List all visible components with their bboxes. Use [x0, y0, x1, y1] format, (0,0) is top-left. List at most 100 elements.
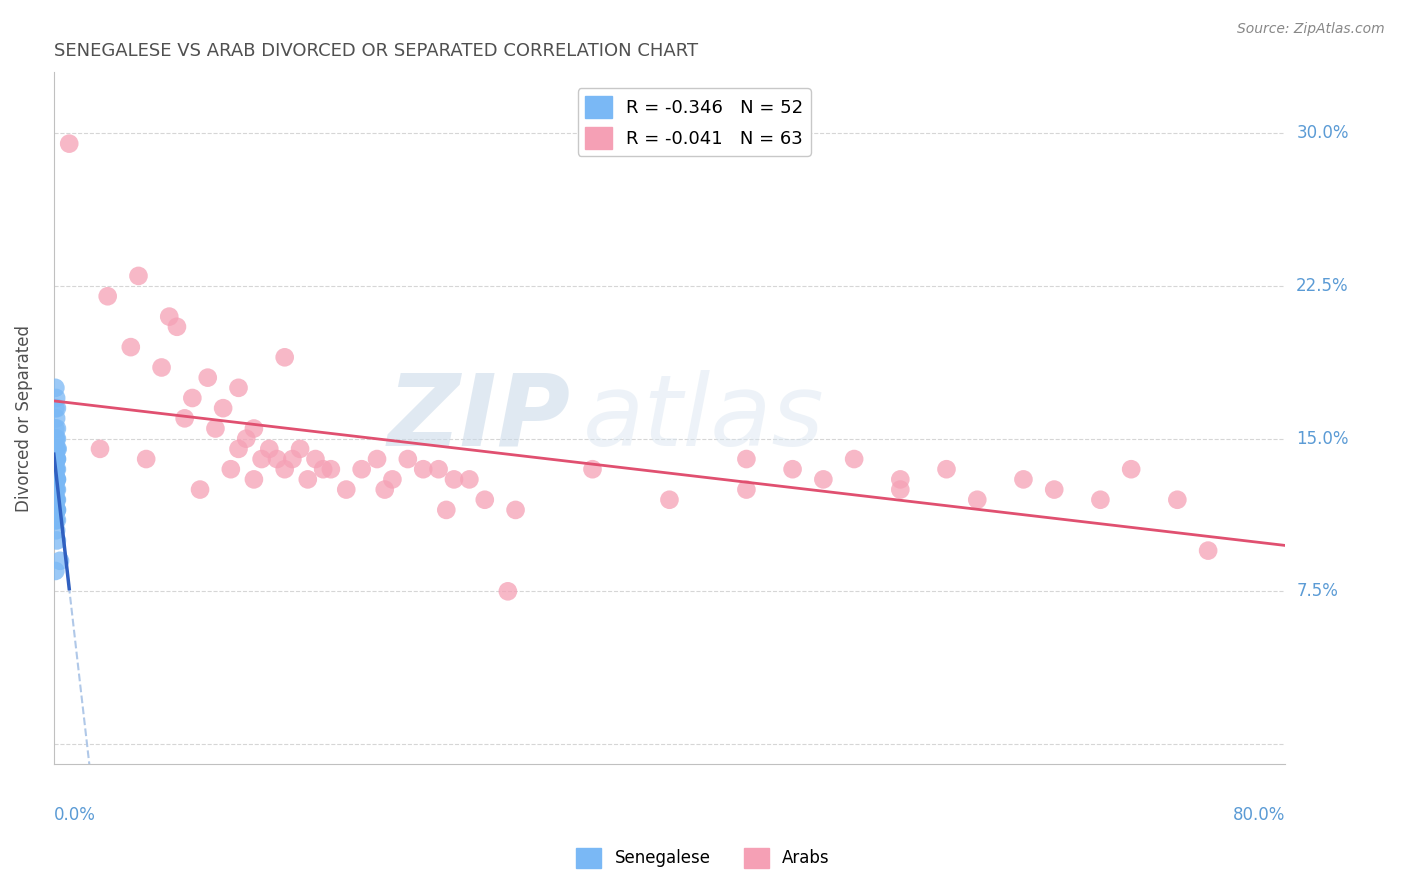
Point	[45, 472, 67, 486]
Point	[44, 483, 66, 497]
Point	[474, 492, 496, 507]
Point	[44, 442, 66, 456]
Point	[374, 483, 396, 497]
Text: 80.0%: 80.0%	[1233, 805, 1285, 824]
Text: 30.0%: 30.0%	[1296, 125, 1348, 143]
Point	[319, 462, 342, 476]
Point	[45, 483, 67, 497]
Point	[496, 584, 519, 599]
Point	[312, 462, 335, 476]
Point	[45, 462, 67, 476]
Point	[1121, 462, 1143, 476]
Point	[89, 442, 111, 456]
Point	[44, 381, 66, 395]
Point	[45, 483, 67, 497]
Legend: Senegalese, Arabs: Senegalese, Arabs	[569, 841, 837, 875]
Point	[228, 442, 250, 456]
Point	[45, 401, 67, 416]
Text: atlas: atlas	[583, 370, 825, 467]
Point	[45, 503, 67, 517]
Point	[45, 503, 67, 517]
Point	[45, 533, 67, 548]
Point	[197, 370, 219, 384]
Point	[46, 442, 69, 456]
Point	[44, 432, 66, 446]
Point	[44, 462, 66, 476]
Point	[228, 381, 250, 395]
Point	[45, 472, 67, 486]
Point	[250, 452, 273, 467]
Text: 15.0%: 15.0%	[1296, 430, 1348, 448]
Y-axis label: Divorced or Separated: Divorced or Separated	[15, 325, 32, 512]
Point	[45, 432, 67, 446]
Point	[120, 340, 142, 354]
Point	[212, 401, 235, 416]
Point	[458, 472, 481, 486]
Point	[434, 503, 457, 517]
Point	[243, 472, 266, 486]
Point	[44, 564, 66, 578]
Point	[45, 452, 67, 467]
Point	[935, 462, 957, 476]
Point	[45, 462, 67, 476]
Point	[44, 492, 66, 507]
Point	[45, 472, 67, 486]
Point	[396, 452, 419, 467]
Point	[658, 492, 681, 507]
Point	[235, 432, 257, 446]
Point	[45, 452, 67, 467]
Point	[1166, 492, 1188, 507]
Point	[49, 554, 72, 568]
Point	[443, 472, 465, 486]
Point	[45, 411, 67, 425]
Point	[1012, 472, 1035, 486]
Point	[581, 462, 603, 476]
Text: Source: ZipAtlas.com: Source: ZipAtlas.com	[1237, 22, 1385, 37]
Point	[45, 421, 67, 435]
Point	[44, 401, 66, 416]
Point	[966, 492, 988, 507]
Point	[44, 462, 66, 476]
Point	[97, 289, 120, 303]
Point	[44, 483, 66, 497]
Point	[813, 472, 835, 486]
Point	[204, 421, 226, 435]
Point	[45, 472, 67, 486]
Text: SENEGALESE VS ARAB DIVORCED OR SEPARATED CORRELATION CHART: SENEGALESE VS ARAB DIVORCED OR SEPARATED…	[53, 42, 697, 60]
Point	[844, 452, 866, 467]
Point	[288, 442, 311, 456]
Point	[44, 513, 66, 527]
Point	[58, 136, 80, 151]
Point	[45, 513, 67, 527]
Point	[45, 452, 67, 467]
Point	[297, 472, 319, 486]
Point	[219, 462, 242, 476]
Point	[45, 391, 67, 405]
Legend: R = -0.346   N = 52, R = -0.041   N = 63: R = -0.346 N = 52, R = -0.041 N = 63	[578, 88, 811, 156]
Point	[381, 472, 404, 486]
Point	[188, 483, 211, 497]
Point	[45, 442, 67, 456]
Point	[45, 442, 67, 456]
Point	[273, 462, 295, 476]
Text: ZIP: ZIP	[388, 370, 571, 467]
Point	[45, 503, 67, 517]
Point	[366, 452, 388, 467]
Point	[44, 452, 66, 467]
Point	[44, 513, 66, 527]
Point	[45, 492, 67, 507]
Point	[166, 319, 188, 334]
Point	[45, 432, 67, 446]
Point	[45, 523, 67, 537]
Point	[735, 452, 758, 467]
Point	[157, 310, 180, 324]
Point	[173, 411, 195, 425]
Point	[889, 472, 911, 486]
Point	[45, 442, 67, 456]
Point	[266, 452, 288, 467]
Point	[412, 462, 434, 476]
Point	[181, 391, 204, 405]
Point	[150, 360, 173, 375]
Point	[45, 503, 67, 517]
Text: 7.5%: 7.5%	[1296, 582, 1339, 600]
